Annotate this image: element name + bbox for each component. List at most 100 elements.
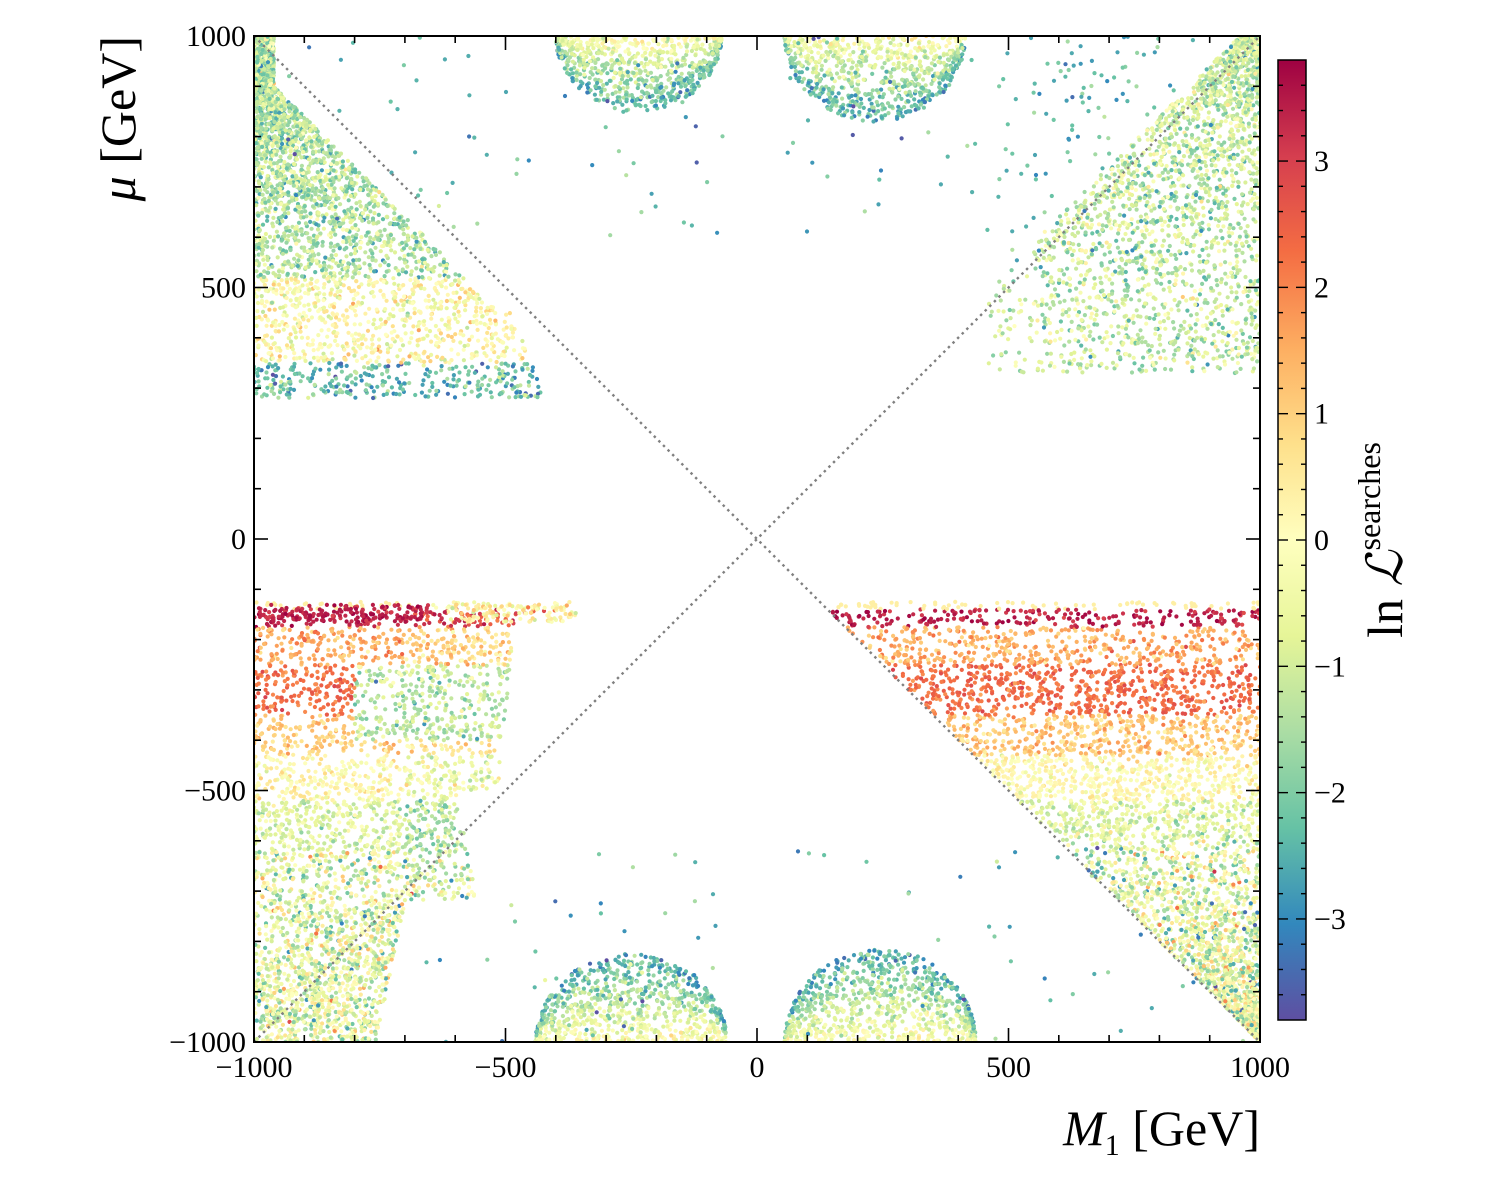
scatter-point (1234, 623, 1239, 628)
scatter-point (1119, 797, 1124, 802)
scatter-point (1130, 600, 1135, 605)
scatter-point (1153, 658, 1158, 663)
scatter-point (1107, 824, 1112, 829)
scatter-point (381, 695, 386, 700)
scatter-point (1123, 821, 1128, 826)
scatter-point (1245, 764, 1250, 769)
scatter-point (1137, 739, 1142, 744)
scatter-point (1108, 782, 1113, 787)
scatter-point (1033, 770, 1038, 775)
scatter-point (1144, 769, 1149, 774)
scatter-point (1184, 814, 1189, 819)
scatter-point (1096, 772, 1101, 777)
scatter-point (1214, 610, 1219, 615)
scatter-point (1002, 774, 1008, 779)
scatter-point (373, 989, 378, 994)
scatter-point (1147, 697, 1152, 702)
scatter-point (1102, 781, 1107, 786)
scatter-point (955, 628, 960, 634)
scatter-point (1104, 704, 1109, 709)
scatter-point (1139, 801, 1144, 806)
scatter-point (1135, 601, 1140, 606)
scatter-point (1062, 796, 1067, 801)
scatter-point (1174, 726, 1180, 731)
scatter-point (1183, 667, 1188, 672)
scatter-point (946, 603, 951, 608)
scatter-point (1050, 644, 1055, 649)
scatter-point (1158, 680, 1163, 685)
scatter-point (1211, 674, 1216, 679)
scatter-point (1075, 648, 1080, 653)
scatter-point (999, 645, 1004, 650)
scatter-point (357, 713, 362, 718)
scatter-point (1219, 850, 1224, 855)
scatter-point (1102, 693, 1107, 699)
scatter-point (1095, 806, 1100, 811)
scatter-point (1015, 696, 1021, 701)
scatter-point (1203, 725, 1208, 730)
scatter-point (1252, 899, 1257, 905)
scatter-point (1145, 899, 1150, 905)
scatter-point (1024, 736, 1029, 741)
scatter-point (1054, 652, 1059, 657)
scatter-point (1178, 921, 1183, 927)
scatter-point (1126, 899, 1131, 904)
scatter-point (1248, 993, 1253, 998)
scatter-point (1161, 710, 1166, 715)
scatter-point (1210, 746, 1215, 751)
scatter-point (891, 633, 896, 639)
scatter-point (906, 677, 911, 682)
scatter-point (1113, 709, 1118, 714)
scatter-point (1102, 647, 1107, 652)
scatter-point (1197, 782, 1202, 787)
scatter-point (1011, 686, 1017, 691)
scatter-point (964, 615, 970, 620)
scatter-point (1091, 816, 1096, 822)
scatter-point (1194, 647, 1199, 652)
scatter-point (1162, 635, 1167, 640)
scatter-point (1089, 833, 1094, 839)
scatter-point (1235, 958, 1240, 963)
scatter-point (1012, 615, 1017, 620)
scatter-point (1055, 828, 1060, 833)
scatter-point (1201, 699, 1207, 704)
scatter-point (1069, 789, 1074, 794)
scatter-point (1196, 774, 1201, 779)
scatter-point (1102, 819, 1107, 824)
scatter-point (1192, 952, 1197, 958)
scatter-point (1062, 647, 1067, 652)
scatter-point (1045, 614, 1050, 620)
scatter-point (1134, 819, 1139, 825)
scatter-point (1244, 891, 1249, 896)
scatter-point (1049, 690, 1054, 695)
scatter-point (1185, 671, 1190, 676)
scatter-point (1174, 780, 1179, 785)
scatter-point (1095, 789, 1101, 794)
scatter-point (1183, 743, 1188, 749)
scatter-point (1210, 952, 1215, 957)
scatter-point (1255, 910, 1260, 915)
scatter-point (1037, 612, 1042, 617)
scatter-point (1025, 671, 1030, 676)
scatter-point (923, 625, 928, 630)
scatter-point (1240, 657, 1245, 662)
scatter-point (987, 732, 993, 737)
scatter-point (1226, 935, 1231, 940)
scatter-point (1083, 790, 1088, 795)
scatter-point (1047, 701, 1052, 706)
scatter-point (1199, 756, 1204, 762)
scatter-point (1070, 804, 1075, 809)
scatter-point (1139, 608, 1144, 613)
scatter-point (1103, 755, 1108, 760)
scatter-point (1084, 820, 1089, 825)
scatter-point (857, 613, 862, 619)
scatter-point (1179, 786, 1185, 791)
scatter-point (1235, 746, 1240, 751)
scatter-point (1235, 801, 1240, 806)
scatter-point (884, 617, 889, 622)
scatter-point (1037, 767, 1042, 772)
scatter-point (1130, 767, 1135, 772)
scatter-point (930, 691, 936, 697)
scatter-point (1148, 879, 1154, 884)
scatter-point (1058, 660, 1063, 665)
